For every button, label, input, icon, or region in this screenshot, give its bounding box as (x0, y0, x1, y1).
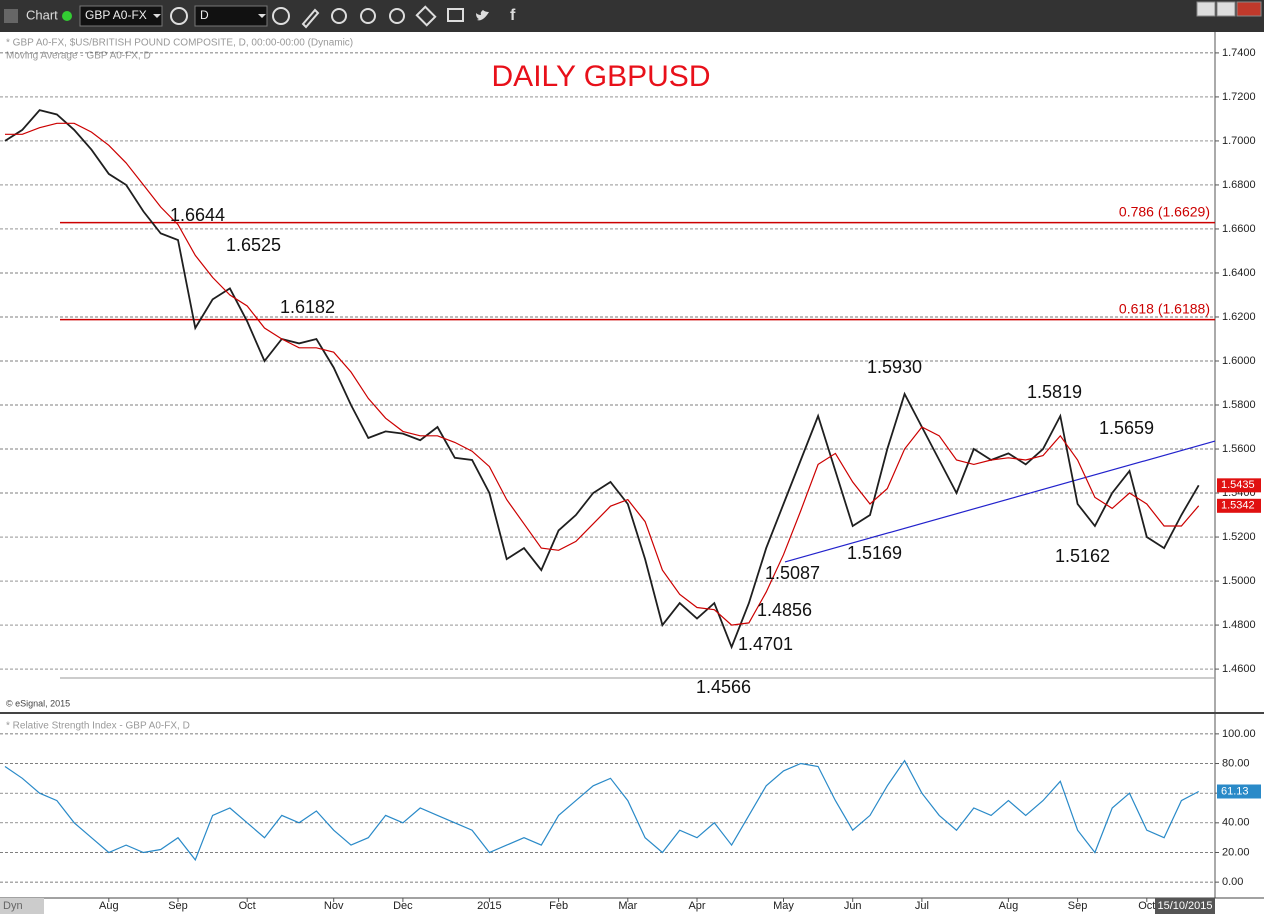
dyn-label: Dyn (3, 900, 23, 912)
draw-icon[interactable] (301, 8, 320, 29)
y-tick-label: 1.5000 (1222, 575, 1256, 587)
y-tick-label: 1.6400 (1222, 267, 1256, 279)
date-box (1155, 898, 1215, 914)
price-annotation: 1.5819 (1027, 382, 1082, 402)
price-annotation: 1.4566 (696, 677, 751, 697)
play-icon[interactable] (360, 8, 376, 24)
x-tick-label: Oct (239, 900, 256, 912)
price-annotation: 1.5162 (1055, 546, 1110, 566)
price-legend: * GBP A0-FX, $US/BRITISH POUND COMPOSITE… (6, 38, 353, 49)
dropdown-arrow (258, 14, 266, 18)
x-tick-label: Oct (1138, 900, 1155, 912)
price-annotation: 1.6182 (280, 297, 335, 317)
y-tick-label: 1.6600 (1222, 223, 1256, 235)
clock-icon[interactable] (272, 7, 290, 25)
y-tick-label: 1.5600 (1222, 443, 1256, 455)
x-tick-label: Aug (999, 900, 1019, 912)
y-tick-label: 20.00 (1222, 846, 1250, 858)
x-tick-label: Aug (99, 900, 119, 912)
y-tick-label: 1.4800 (1222, 619, 1256, 631)
twitter-icon[interactable] (476, 10, 489, 21)
refresh-icon[interactable] (331, 8, 347, 24)
y-tick-label: 0.00 (1222, 876, 1243, 888)
close-button[interactable] (1236, 1, 1262, 17)
interval: D (200, 8, 209, 22)
price-annotation: 1.6644 (170, 205, 225, 225)
price-annotation: 1.5930 (867, 357, 922, 377)
x-tick-label: Jul (915, 900, 929, 912)
price-annotation: 1.5169 (847, 543, 902, 563)
x-tick-label: Mar (618, 900, 637, 912)
symbol: GBP A0-FX (85, 8, 147, 22)
trendline (784, 440, 1216, 563)
y-tick-label: 100.00 (1222, 728, 1256, 740)
y-tick-label: 40.00 (1222, 817, 1250, 829)
y-tick-label: 1.5800 (1222, 399, 1256, 411)
y-tick-label: 1.5200 (1222, 531, 1256, 543)
last-value-box (1217, 498, 1261, 513)
series-line (4, 109, 1200, 650)
last-value-box (1217, 478, 1261, 493)
price-annotation: 1.5087 (765, 563, 820, 583)
price-annotation: 1.6525 (226, 235, 281, 255)
ma-legend: Moving Average - GBP A0-FX, D (6, 51, 151, 62)
x-tick-label: May (773, 900, 794, 912)
y-tick-label: 1.4600 (1222, 663, 1256, 675)
last-value-label: 61.13 (1221, 785, 1249, 797)
rsi-legend: * Relative Strength Index - GBP A0-FX, D (6, 721, 190, 732)
settings-icon[interactable] (170, 7, 188, 25)
fib-label: 0.618 (1.6188) (1119, 300, 1210, 316)
facebook-icon[interactable]: f (510, 7, 516, 24)
copyright: © eSignal, 2015 (6, 698, 70, 708)
last-value-label: 1.5342 (1221, 500, 1255, 512)
maximize-button[interactable] (1216, 1, 1236, 17)
fib-label: 0.786 (1.6629) (1119, 203, 1210, 219)
y-tick-label: 1.6000 (1222, 355, 1256, 367)
y-tick-label: 1.7400 (1222, 47, 1256, 59)
toolbar (0, 0, 1264, 32)
y-tick-label: 80.00 (1222, 757, 1250, 769)
price-annotation: 1.4856 (757, 600, 812, 620)
minimize-button[interactable] (1196, 1, 1216, 17)
plot-layer: 1.46001.48001.50001.52001.54001.56001.58… (0, 47, 1261, 912)
y-tick-label: 1.6800 (1222, 179, 1256, 191)
x-tick-label: Feb (549, 900, 568, 912)
dyn-box (0, 898, 44, 914)
x-tick-label: 2015 (477, 900, 501, 912)
last-value-box (1217, 784, 1261, 799)
price-annotation: 1.4701 (738, 634, 793, 654)
y-tick-label: 1.6200 (1222, 311, 1256, 323)
series-line (4, 759, 1199, 862)
y-tick-label: 1.7000 (1222, 135, 1256, 147)
x-tick-label: Apr (688, 900, 705, 912)
last-value-label: 1.5435 (1221, 479, 1255, 491)
toolbar-title: Chart (26, 7, 58, 22)
interval-box[interactable] (194, 5, 268, 27)
dropdown-arrow (153, 14, 161, 18)
symbol-box[interactable] (79, 5, 163, 27)
comment-icon[interactable] (447, 8, 464, 22)
y-axis-area (1215, 32, 1264, 898)
series-line (5, 122, 1200, 626)
status-dot (62, 11, 72, 21)
price-annotation: 1.5659 (1099, 418, 1154, 438)
tag-icon[interactable] (415, 5, 437, 27)
x-tick-label: Dec (393, 900, 413, 912)
x-tick-label: Nov (324, 900, 344, 912)
date-label: 15/10/2015 (1157, 900, 1212, 912)
x-tick-label: Sep (1068, 900, 1088, 912)
y-tick-label: 1.7200 (1222, 91, 1256, 103)
x-tick-label: Jun (844, 900, 862, 912)
chart-title: DAILY GBPUSD (492, 60, 711, 93)
x-tick-label: Sep (168, 900, 188, 912)
alert-icon[interactable] (389, 8, 405, 24)
app-icon (4, 9, 18, 23)
